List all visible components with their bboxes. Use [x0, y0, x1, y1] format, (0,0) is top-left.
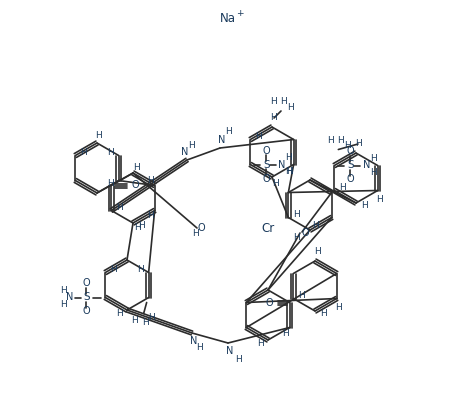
Text: H: H [335, 303, 342, 312]
Text: N: N [181, 147, 189, 157]
Text: H: H [131, 316, 138, 325]
Text: H: H [148, 313, 155, 322]
Text: H: H [80, 148, 87, 157]
Text: H: H [270, 97, 277, 107]
Text: H: H [116, 309, 122, 318]
Text: N: N [65, 292, 73, 302]
Text: H: H [188, 140, 195, 150]
Text: H: H [107, 148, 114, 157]
Text: O: O [131, 180, 139, 190]
Text: H: H [255, 132, 262, 141]
Text: O: O [266, 297, 273, 308]
Text: H: H [370, 168, 377, 177]
Text: H: H [285, 167, 292, 176]
Text: H: H [270, 114, 277, 123]
Text: H: H [116, 203, 123, 212]
Text: O: O [197, 223, 205, 233]
Text: H: H [195, 344, 202, 353]
Text: Cr: Cr [261, 221, 275, 235]
Text: H: H [225, 128, 231, 137]
Text: N: N [226, 346, 234, 356]
Text: N: N [219, 135, 226, 145]
Text: H: H [312, 221, 319, 230]
Text: N: N [278, 159, 285, 169]
Text: H: H [95, 131, 101, 140]
Text: H: H [327, 136, 334, 145]
Text: Na: Na [220, 12, 236, 24]
Text: O: O [262, 173, 270, 183]
Text: H: H [293, 233, 299, 242]
Text: H: H [282, 329, 289, 338]
Text: H: H [339, 183, 346, 192]
Text: H: H [361, 202, 367, 211]
Text: H: H [272, 180, 278, 188]
Text: H: H [147, 211, 154, 220]
Text: H: H [60, 300, 67, 309]
Text: H: H [286, 167, 293, 176]
Text: H: H [257, 339, 263, 347]
Text: H: H [298, 291, 305, 300]
Text: H: H [319, 309, 326, 318]
Text: H: H [133, 164, 139, 173]
Text: S: S [83, 292, 89, 302]
Text: O: O [83, 306, 90, 316]
Text: +: + [236, 9, 244, 17]
Text: H: H [376, 195, 383, 204]
Text: H: H [137, 265, 144, 274]
Text: S: S [263, 159, 270, 169]
Text: S: S [347, 161, 354, 171]
Text: H: H [337, 136, 344, 145]
Text: H: H [280, 97, 286, 107]
Text: O: O [347, 147, 354, 157]
Text: H: H [344, 141, 351, 150]
Text: H: H [60, 286, 67, 295]
Text: H: H [147, 176, 154, 185]
Text: O: O [301, 228, 309, 238]
Text: H: H [293, 210, 300, 219]
Text: H: H [107, 179, 114, 188]
Text: H: H [134, 223, 141, 233]
Text: H: H [313, 247, 320, 256]
Text: N: N [190, 336, 198, 346]
Text: H: H [285, 153, 292, 162]
Text: H: H [370, 154, 377, 163]
Text: H: H [142, 318, 149, 327]
Text: H: H [138, 221, 144, 230]
Text: H: H [192, 228, 198, 237]
Text: O: O [262, 145, 270, 156]
Text: H: H [355, 140, 361, 149]
Text: N: N [363, 161, 370, 171]
Text: O: O [347, 175, 354, 185]
Text: H: H [235, 354, 242, 363]
Text: H: H [287, 102, 293, 112]
Text: H: H [110, 265, 117, 274]
Text: O: O [83, 278, 90, 289]
